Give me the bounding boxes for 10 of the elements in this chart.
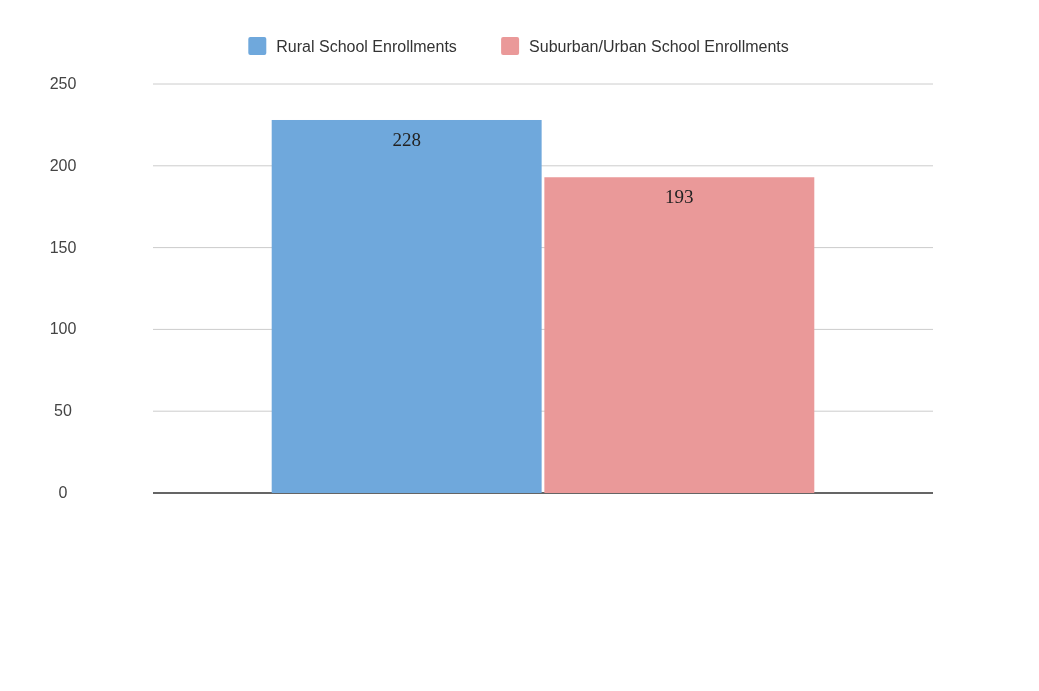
y-tick-label: 250 [49, 75, 77, 92]
data-label: 193 [665, 186, 694, 208]
y-tick-label: 150 [49, 238, 77, 256]
y-tick-label: 100 [49, 320, 77, 338]
data-label: 228 [392, 128, 421, 150]
y-tick-label: 200 [49, 156, 77, 174]
y-tick-label: 50 [54, 402, 72, 420]
legend-label: Rural School Enrollments [276, 38, 457, 55]
legend-label: Suburban/Urban School Enrollments [529, 38, 789, 55]
y-tick-label: 0 [58, 484, 68, 501]
